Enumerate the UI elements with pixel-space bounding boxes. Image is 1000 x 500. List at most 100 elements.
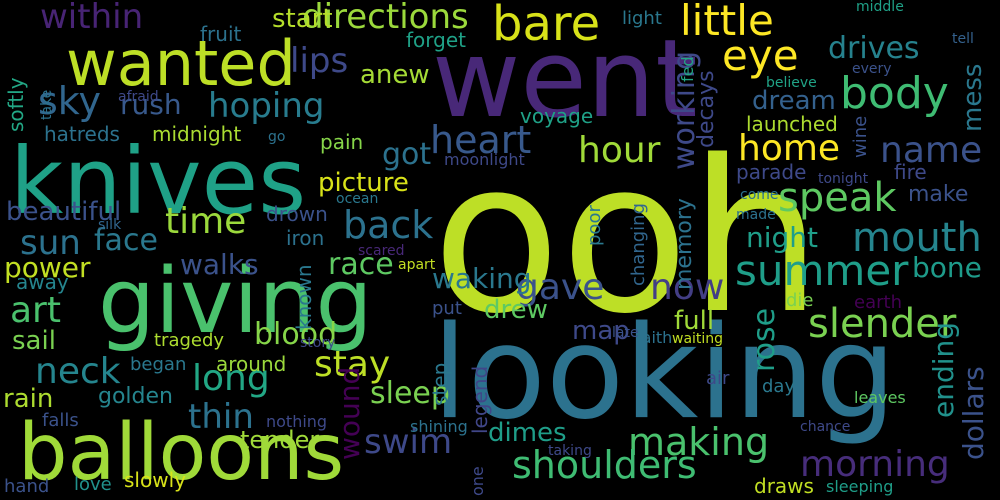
word-parade: parade	[736, 160, 807, 184]
word-decays: decays	[694, 70, 719, 148]
word-sleep: sleep	[370, 376, 450, 411]
word-heart: heart	[430, 118, 532, 162]
word-faith: faith	[636, 328, 673, 347]
word-neck: neck	[35, 351, 121, 392]
word-waiting: waiting	[672, 331, 724, 347]
word-morning: morning	[800, 444, 950, 485]
word-take: take	[39, 89, 55, 120]
word-apart: apart	[398, 257, 436, 273]
word-stay: stay	[314, 344, 391, 385]
word-fed: fed	[678, 56, 697, 82]
word-voyage: voyage	[520, 104, 594, 128]
word-art: art	[10, 290, 61, 331]
word-tragedy: tragedy	[154, 330, 225, 351]
word-rain: rain	[3, 384, 54, 414]
word-bone: bone	[912, 251, 982, 284]
word-come: come	[740, 187, 779, 203]
word-making: making	[628, 420, 770, 464]
word-chance: chance	[800, 419, 851, 435]
word-body: body	[840, 68, 949, 119]
word-start: start	[272, 4, 333, 34]
word-bare: bare	[492, 0, 601, 52]
word-dollars: dollars	[957, 366, 990, 460]
word-lips: lips	[290, 41, 349, 81]
word-moonlight: moonlight	[444, 150, 525, 169]
word-long: long	[192, 358, 270, 399]
word-day: day	[762, 376, 796, 397]
word-dream: dream	[752, 86, 836, 116]
word-hour: hour	[578, 130, 661, 171]
word-directions: directions	[302, 0, 469, 37]
word-around: around	[216, 352, 287, 376]
word-walks: walks	[180, 248, 259, 281]
word-home: home	[738, 128, 841, 169]
word-within: within	[40, 0, 144, 37]
word-sail: sail	[12, 326, 56, 356]
word-name: name	[880, 130, 983, 171]
word-gave: gave	[516, 267, 605, 308]
word-drew: drew	[484, 295, 548, 325]
word-nothing: nothing	[266, 412, 328, 431]
word-hand: hand	[4, 476, 50, 497]
word-believe: believe	[766, 75, 817, 91]
word-now: now	[650, 267, 725, 308]
word-air: air	[706, 368, 730, 389]
word-love: love	[74, 474, 112, 495]
word-giving: giving	[98, 249, 373, 354]
word-power: power	[4, 251, 91, 284]
word-legend: legend	[468, 365, 492, 434]
word-put: put	[432, 298, 462, 319]
word-summer: summer	[735, 246, 909, 295]
word-step: step	[428, 362, 452, 406]
word-drives: drives	[828, 31, 920, 66]
word-waking: waking	[432, 262, 532, 295]
word-shoulders: shoulders	[512, 443, 697, 487]
word-went: went	[432, 17, 698, 142]
word-face: face	[94, 223, 158, 258]
word-back: back	[343, 203, 434, 247]
word-thin: thin	[188, 397, 254, 437]
word-golden: golden	[98, 384, 173, 409]
word-blood: blood	[254, 317, 338, 352]
word-slender: slender	[808, 301, 957, 347]
word-ending: ending	[927, 321, 960, 418]
word-sun: sun	[20, 223, 81, 263]
word-away: away	[16, 270, 69, 294]
word-little: little	[680, 0, 774, 45]
word-story: story	[300, 335, 336, 351]
word-midnight: midnight	[152, 122, 242, 146]
word-late: late	[612, 325, 639, 341]
word-taking: taking	[548, 443, 592, 459]
word-scared: scared	[358, 243, 405, 259]
word-wine: wine	[850, 115, 871, 158]
word-beautiful: beautiful	[6, 197, 122, 227]
word-launched: launched	[746, 112, 838, 136]
word-poor: poor	[584, 205, 605, 246]
word-forget: forget	[406, 28, 466, 52]
word-leaves: leaves	[854, 388, 906, 407]
word-slowly: slowly	[124, 468, 186, 492]
word-mouth: mouth	[852, 215, 982, 261]
word-made: made	[736, 207, 776, 223]
word-swim: swim	[364, 422, 453, 462]
word-got: got	[382, 137, 432, 172]
word-shining: shining	[410, 417, 468, 436]
word-draws: draws	[754, 474, 814, 498]
word-iron: iron	[286, 226, 325, 250]
word-known: known	[292, 264, 316, 330]
word-full: full	[674, 306, 715, 336]
word-light: light	[622, 8, 662, 29]
word-drown: drown	[266, 202, 328, 226]
word-knives: knives	[10, 128, 307, 235]
word-earth: earth	[854, 292, 902, 313]
word-middle: middle	[856, 0, 904, 15]
word-go: go	[268, 129, 286, 145]
word-changing: changing	[628, 202, 649, 286]
word-picture: picture	[318, 168, 409, 198]
word-dimes: dimes	[488, 418, 567, 448]
word-afraid: afraid	[118, 89, 159, 105]
word-memory: memory	[672, 198, 697, 290]
word-fruit: fruit	[200, 22, 242, 46]
word-pain: pain	[320, 130, 364, 154]
